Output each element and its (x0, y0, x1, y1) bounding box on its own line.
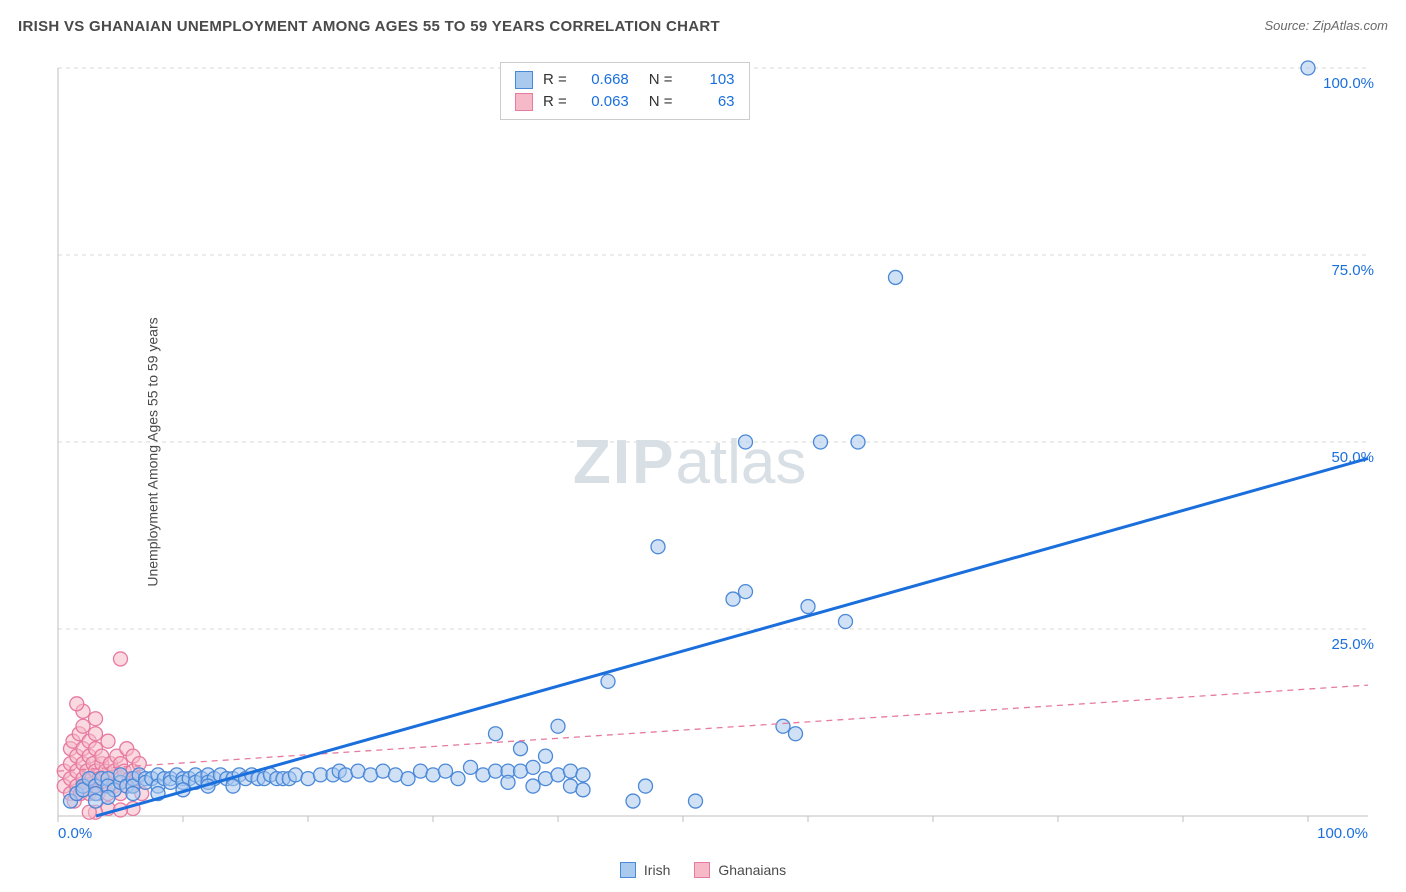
correlation-row: R = 0.668 N = 103 (515, 69, 735, 91)
legend-swatch (694, 862, 710, 878)
plot-area: Unemployment Among Ages 55 to 59 years 2… (50, 60, 1388, 844)
svg-text:25.0%: 25.0% (1331, 636, 1374, 653)
legend-swatch (620, 862, 636, 878)
y-axis-label: Unemployment Among Ages 55 to 59 years (145, 317, 161, 586)
r-label: R = (543, 69, 567, 91)
r-value: 0.063 (577, 91, 629, 113)
legend-item: Irish (620, 862, 670, 878)
n-label: N = (649, 69, 673, 91)
scatter-chart: 25.0%50.0%75.0%100.0%0.0%100.0% (50, 60, 1388, 844)
chart-title: IRISH VS GHANAIAN UNEMPLOYMENT AMONG AGE… (18, 18, 720, 35)
legend-swatch (515, 93, 533, 111)
legend-label: Ghanaians (718, 862, 786, 878)
n-label: N = (649, 91, 673, 113)
n-value: 103 (683, 69, 735, 91)
correlation-legend: R = 0.668 N = 103 R = 0.063 N = 63 (500, 62, 750, 120)
correlation-row: R = 0.063 N = 63 (515, 91, 735, 113)
svg-text:75.0%: 75.0% (1331, 262, 1374, 279)
r-label: R = (543, 91, 567, 113)
legend-item: Ghanaians (694, 862, 786, 878)
chart-source: Source: ZipAtlas.com (1264, 18, 1388, 33)
series-legend: Irish Ghanaians (0, 862, 1406, 878)
svg-text:0.0%: 0.0% (58, 825, 92, 842)
legend-swatch (515, 71, 533, 89)
n-value: 63 (683, 91, 735, 113)
r-value: 0.668 (577, 69, 629, 91)
svg-text:100.0%: 100.0% (1317, 825, 1368, 842)
legend-label: Irish (644, 862, 670, 878)
svg-text:100.0%: 100.0% (1323, 75, 1374, 92)
